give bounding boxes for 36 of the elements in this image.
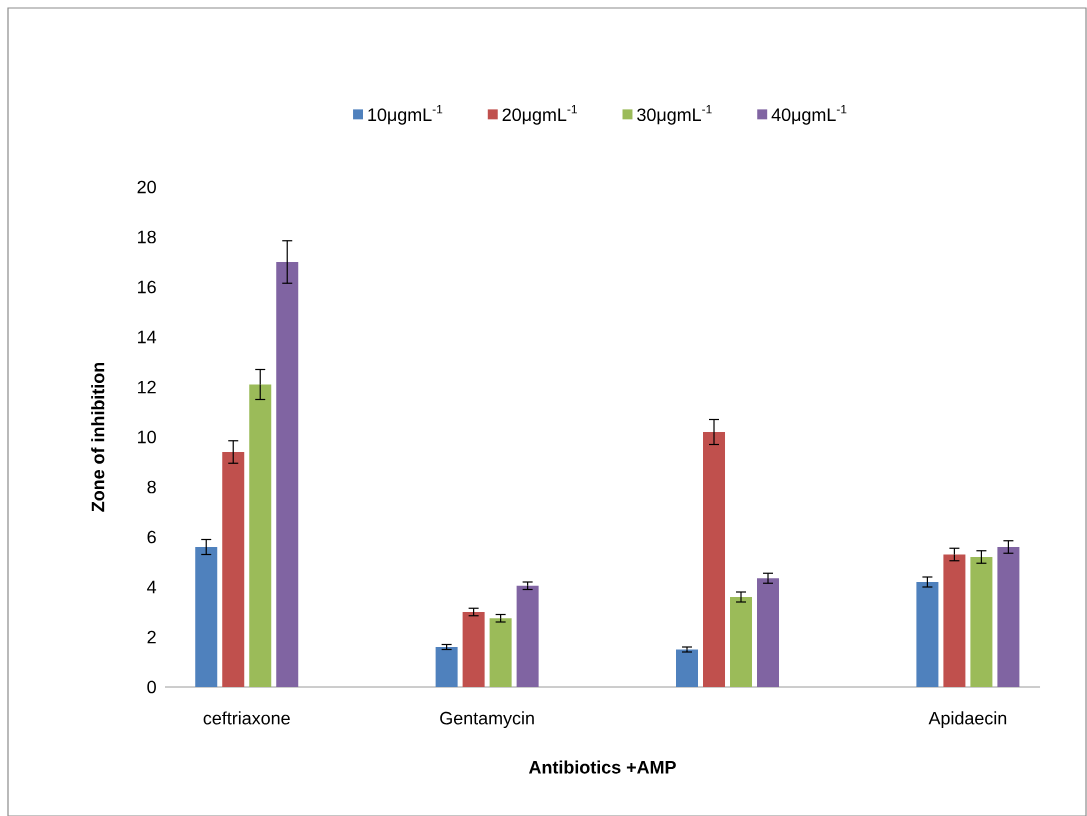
legend-label: 40μgmL$^{-1}$ — [771, 105, 847, 125]
bar — [730, 597, 753, 687]
bar — [916, 582, 939, 687]
bar — [703, 432, 726, 687]
bar — [195, 547, 218, 687]
y-tick-label: 10 — [138, 430, 156, 444]
y-tick-label: 8 — [147, 480, 156, 494]
y-tick-label: 18 — [138, 230, 156, 244]
y-axis-title: Zone of inhibition — [91, 362, 105, 512]
bar — [757, 578, 780, 687]
bar — [997, 547, 1020, 687]
bar — [276, 261, 299, 687]
y-tick-label: 6 — [147, 530, 156, 544]
bar — [222, 452, 245, 687]
x-tick-label: ceftriaxone — [203, 711, 290, 725]
y-tick-label: 4 — [147, 580, 157, 594]
x-tick-label: Apidaecin — [928, 711, 1007, 729]
bar — [249, 384, 272, 687]
y-tick-label: 0 — [147, 680, 156, 694]
bar — [516, 585, 539, 687]
bar — [970, 557, 993, 687]
bar — [489, 618, 512, 687]
x-tick-label: Gentamycin — [440, 711, 534, 729]
bar — [435, 647, 458, 687]
y-tick-label: 20 — [137, 180, 156, 194]
bar — [943, 554, 966, 687]
x-axis-title: Antibiotics +AMP — [528, 760, 676, 774]
legend-label: 30μgmL$^{-1}$ — [637, 105, 712, 125]
bar — [676, 649, 699, 687]
legend-label: 10μgmL$^{-1}$ — [368, 105, 443, 125]
y-tick-label: 12 — [138, 380, 156, 394]
y-tick-label: 16 — [138, 280, 156, 294]
y-tick-label: 14 — [138, 330, 157, 344]
bar — [462, 612, 485, 687]
legend-label: 20μgmL$^{-1}$ — [502, 105, 577, 125]
y-tick-label: 2 — [147, 630, 156, 644]
